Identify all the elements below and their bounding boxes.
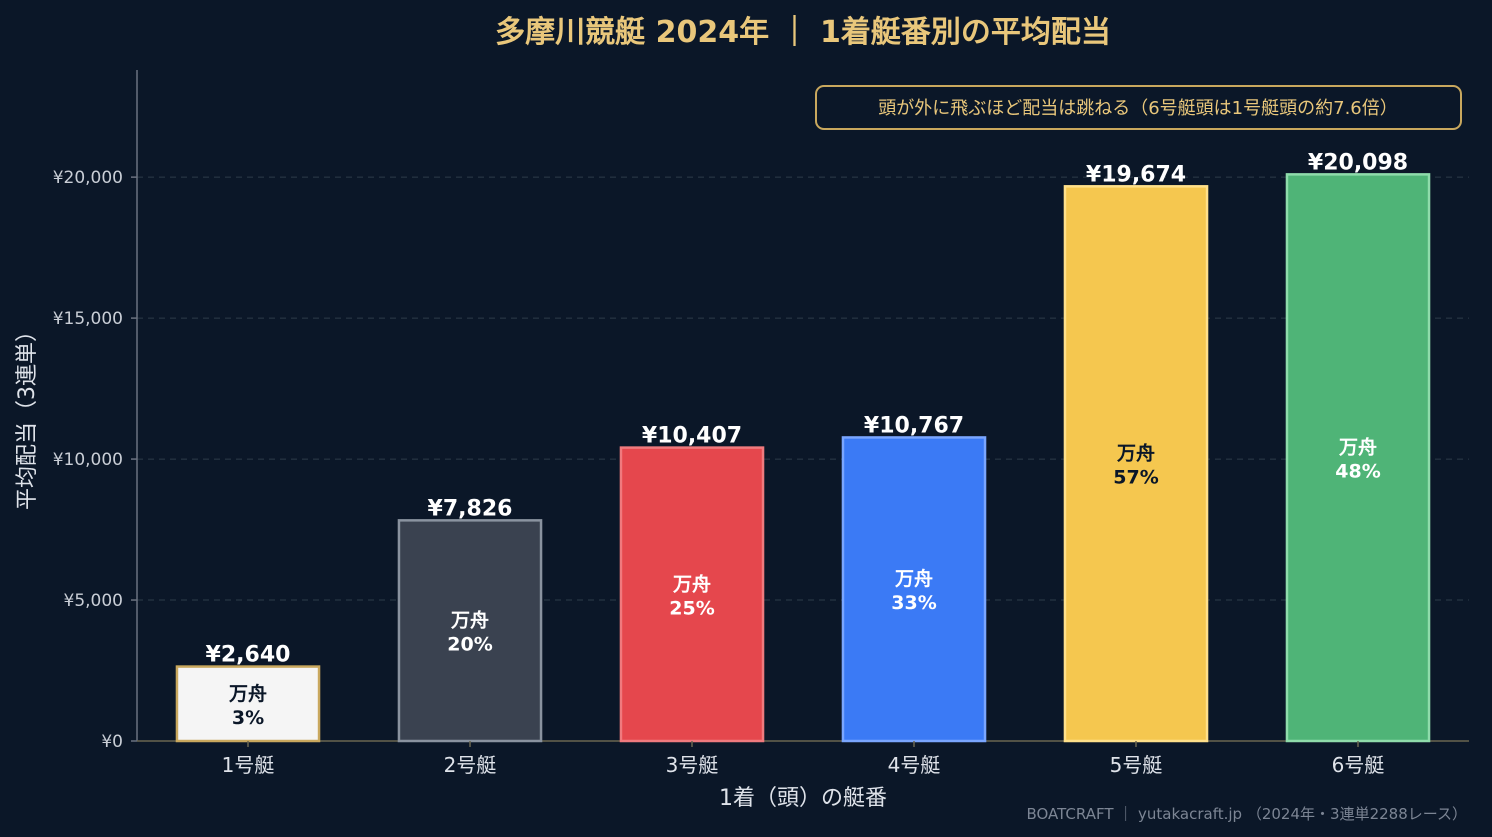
bar-inner-title: 万舟 bbox=[672, 572, 711, 595]
bars: ¥2,640万舟3%¥7,826万舟20%¥10,407万舟25%¥10,767… bbox=[175, 150, 1431, 743]
bar-value-label: ¥10,767 bbox=[864, 413, 964, 438]
y-axis-label: 平均配当（3連単） bbox=[15, 320, 40, 510]
x-tick-label: 2号艇 bbox=[444, 753, 497, 777]
bar-inner-percent: 57% bbox=[1113, 467, 1158, 489]
bar-value-label: ¥20,098 bbox=[1308, 150, 1408, 175]
annotation-box: 頭が外に飛ぶほど配当は跳ねる（6号艇頭は1号艇頭の約7.6倍） bbox=[815, 85, 1462, 130]
x-tick-label: 3号艇 bbox=[666, 753, 719, 777]
chart-title: 多摩川競艇 2024年 ｜ 1着艇番別の平均配当 bbox=[495, 15, 1111, 50]
bar-value-label: ¥7,826 bbox=[428, 496, 513, 521]
x-axis-label: 1着（頭）の艇番 bbox=[719, 786, 887, 811]
y-tick-label: ¥5,000 bbox=[64, 591, 123, 611]
bar-3 bbox=[619, 446, 765, 743]
bar-inner-title: 万舟 bbox=[450, 609, 489, 632]
bar-inner-title: 万舟 bbox=[1116, 442, 1155, 465]
bar-inner-percent: 33% bbox=[891, 592, 936, 614]
y-axis-ticks: ¥0 ¥5,000 ¥10,000 ¥15,000 ¥20,000 bbox=[53, 168, 137, 752]
x-tick-label: 5号艇 bbox=[1110, 753, 1163, 777]
y-tick-label: ¥20,000 bbox=[53, 168, 123, 188]
x-tick-label: 1号艇 bbox=[222, 753, 275, 777]
grid-lines bbox=[137, 176, 1469, 601]
bar-6 bbox=[1285, 173, 1431, 743]
bar-2 bbox=[397, 519, 543, 743]
bar-inner-percent: 25% bbox=[669, 597, 714, 619]
bar-value-label: ¥2,640 bbox=[206, 643, 291, 668]
bar-inner-title: 万舟 bbox=[1338, 436, 1377, 459]
bar-inner-percent: 3% bbox=[232, 707, 264, 729]
bar-inner-percent: 48% bbox=[1335, 461, 1380, 483]
y-tick-label: ¥0 bbox=[101, 732, 123, 752]
x-tick-label: 6号艇 bbox=[1332, 753, 1385, 777]
bar-5 bbox=[1063, 185, 1209, 743]
bar-value-label: ¥10,407 bbox=[642, 424, 742, 449]
x-tick-label: 4号艇 bbox=[888, 753, 941, 777]
bar-inner-title: 万舟 bbox=[894, 567, 933, 590]
bar-value-label: ¥19,674 bbox=[1086, 162, 1186, 187]
x-axis-ticks: 1号艇 2号艇 3号艇 4号艇 5号艇 6号艇 bbox=[222, 741, 1385, 777]
annotation-text: 頭が外に飛ぶほど配当は跳ねる（6号艇頭は1号艇頭の約7.6倍） bbox=[878, 98, 1398, 119]
footer-credit: BOATCRAFT ｜ yutakacraft.jp （2024年・3連単228… bbox=[1026, 805, 1467, 823]
y-tick-label: ¥10,000 bbox=[53, 450, 123, 470]
y-tick-label: ¥15,000 bbox=[53, 309, 123, 329]
bar-4 bbox=[841, 436, 987, 743]
bar-inner-percent: 20% bbox=[447, 634, 492, 656]
annotation-frame bbox=[815, 85, 1462, 130]
bar-inner-title: 万舟 bbox=[228, 682, 267, 705]
